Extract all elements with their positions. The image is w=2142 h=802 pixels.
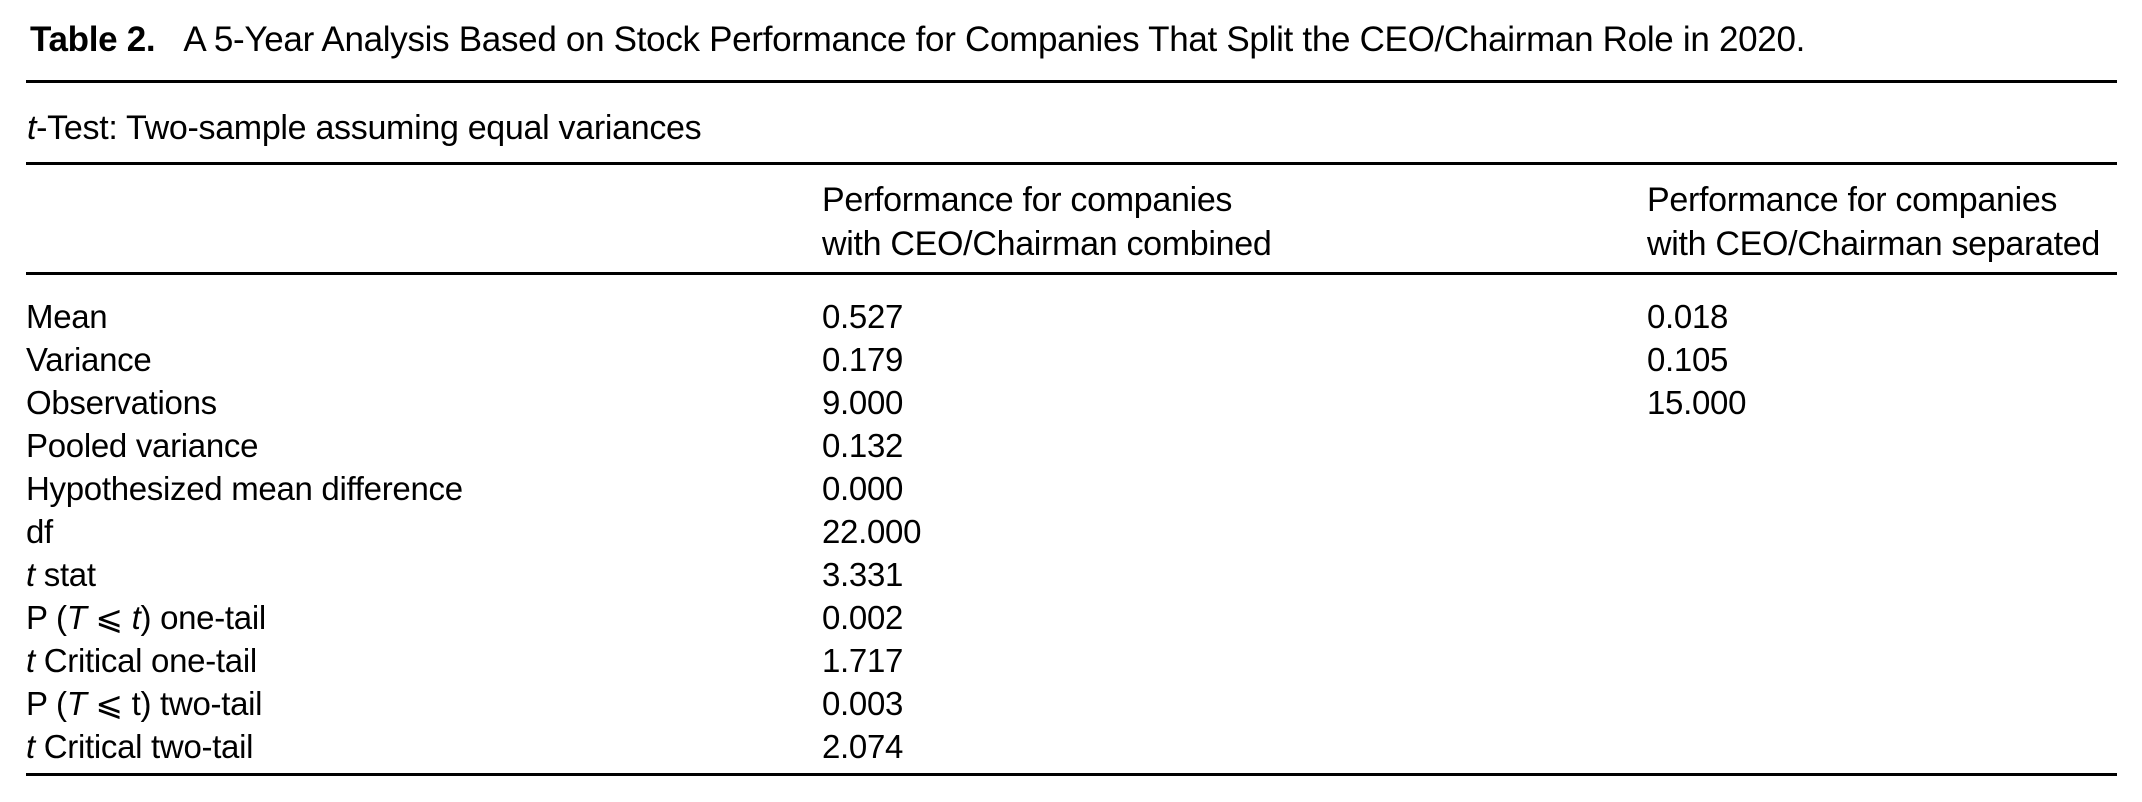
table-row: Pooled variance 0.132 — [26, 424, 2117, 467]
row-label: Mean — [26, 295, 822, 338]
row-label-part: Pooled variance — [26, 427, 259, 464]
column-header-separated-line2: with CEO/Chairman separated — [1647, 225, 2100, 263]
column-header-separated: Performance for companies with CEO/Chair… — [1647, 178, 2117, 266]
row-label: Pooled variance — [26, 424, 822, 467]
column-header-combined-line1: Performance for companies — [822, 181, 1233, 219]
table-number-label: Table 2. — [30, 20, 156, 59]
row-label-italic-part: t — [26, 556, 35, 593]
table-row: Mean 0.527 0.018 — [26, 295, 2117, 338]
header-rule — [26, 272, 2117, 275]
cell-separated-value: 0.105 — [1647, 341, 1729, 378]
cell-combined-value: 3.331 — [822, 556, 904, 593]
cell-separated-value — [1647, 553, 2117, 596]
table-title: Table 2. A 5-Year Analysis Based on Stock… — [30, 20, 1805, 60]
row-label-part: stat — [34, 556, 96, 593]
row-label: df — [26, 510, 822, 553]
table-row: t stat 3.331 — [26, 553, 2117, 596]
cell-separated-value — [1647, 639, 2117, 682]
cell-combined-value: 0.527 — [822, 298, 904, 335]
row-label-part: df — [26, 513, 53, 550]
table-rows: Mean 0.527 0.018 Variance 0.179 0.105 Observat… — [26, 295, 2117, 768]
row-label: P (T ⩽ t) one-tail — [26, 596, 822, 639]
row-label-part: P ( — [26, 685, 67, 722]
column-header-separated-line1: Performance for companies — [1647, 181, 2058, 219]
table-row: Observations 9.000 15.000 — [26, 381, 2117, 424]
row-label: Hypothesized mean difference — [26, 467, 822, 510]
row-label-italic-part: T ⩽ t — [66, 599, 141, 636]
cell-combined-value: 2.074 — [822, 728, 904, 765]
row-label-part: ⩽ t) two-tail — [86, 685, 263, 722]
bottom-rule — [26, 773, 2117, 776]
row-label: Variance — [26, 338, 822, 381]
row-label: t Critical two-tail — [26, 725, 822, 768]
column-header-combined: Performance for companies with CEO/Chair… — [822, 178, 1647, 266]
row-label-part: Mean — [26, 298, 108, 335]
cell-combined-value: 1.717 — [822, 642, 904, 679]
row-label-part: Critical one-tail — [34, 642, 257, 679]
row-label: t stat — [26, 553, 822, 596]
table-row: Variance 0.179 0.105 — [26, 338, 2117, 381]
row-label-part: P ( — [26, 599, 67, 636]
cell-separated-value: 0.018 — [1647, 298, 1729, 335]
table-subtitle: t-Test: Two-sample assuming equal varian… — [27, 108, 702, 148]
cell-combined-value: 0.003 — [822, 685, 904, 722]
column-headers-row: Performance for companies with CEO/Chair… — [26, 178, 2117, 266]
cell-combined-value: 22.000 — [822, 513, 922, 550]
cell-separated-value — [1647, 596, 2117, 639]
top-rule — [26, 80, 2117, 83]
cell-separated-value — [1647, 467, 2117, 510]
subtitle-italic-t: t — [27, 109, 37, 147]
row-label-part: ) one-tail — [140, 599, 267, 636]
row-label-part: Critical two-tail — [34, 728, 254, 765]
row-label: Observations — [26, 381, 822, 424]
row-label: t Critical one-tail — [26, 639, 822, 682]
cell-combined-value: 9.000 — [822, 384, 904, 421]
cell-combined-value: 0.002 — [822, 599, 904, 636]
cell-combined-value: 0.000 — [822, 470, 904, 507]
cell-separated-value — [1647, 424, 2117, 467]
row-label-part: Observations — [26, 384, 217, 421]
row-label-italic-part: T — [66, 685, 87, 722]
row-label-italic-part: t — [26, 728, 35, 765]
row-label-part: Hypothesized mean difference — [26, 470, 463, 507]
cell-separated-value — [1647, 510, 2117, 553]
column-header-combined-line2: with CEO/Chairman combined — [822, 225, 1272, 263]
table-row: t Critical one-tail 1.717 — [26, 639, 2117, 682]
cell-combined-value: 0.179 — [822, 341, 904, 378]
row-label-italic-part: t — [26, 642, 35, 679]
cell-separated-value — [1647, 725, 2117, 768]
cell-separated-value — [1647, 682, 2117, 725]
subtitle-rule — [26, 162, 2117, 165]
table-row: df 22.000 — [26, 510, 2117, 553]
table-row: t Critical two-tail 2.074 — [26, 725, 2117, 768]
table-caption-text: A 5-Year Analysis Based on Stock Perform… — [183, 20, 1806, 59]
table-row: P (T ⩽ t) two-tail 0.003 — [26, 682, 2117, 725]
cell-separated-value: 15.000 — [1647, 384, 1747, 421]
row-label-part: Variance — [26, 341, 152, 378]
table-row: P (T ⩽ t) one-tail 0.002 — [26, 596, 2117, 639]
table-row: Hypothesized mean difference 0.000 — [26, 467, 2117, 510]
subtitle-rest: -Test: Two-sample assuming equal varianc… — [36, 109, 702, 147]
row-label: P (T ⩽ t) two-tail — [26, 682, 822, 725]
cell-combined-value: 0.132 — [822, 427, 904, 464]
column-header-empty — [26, 178, 822, 266]
